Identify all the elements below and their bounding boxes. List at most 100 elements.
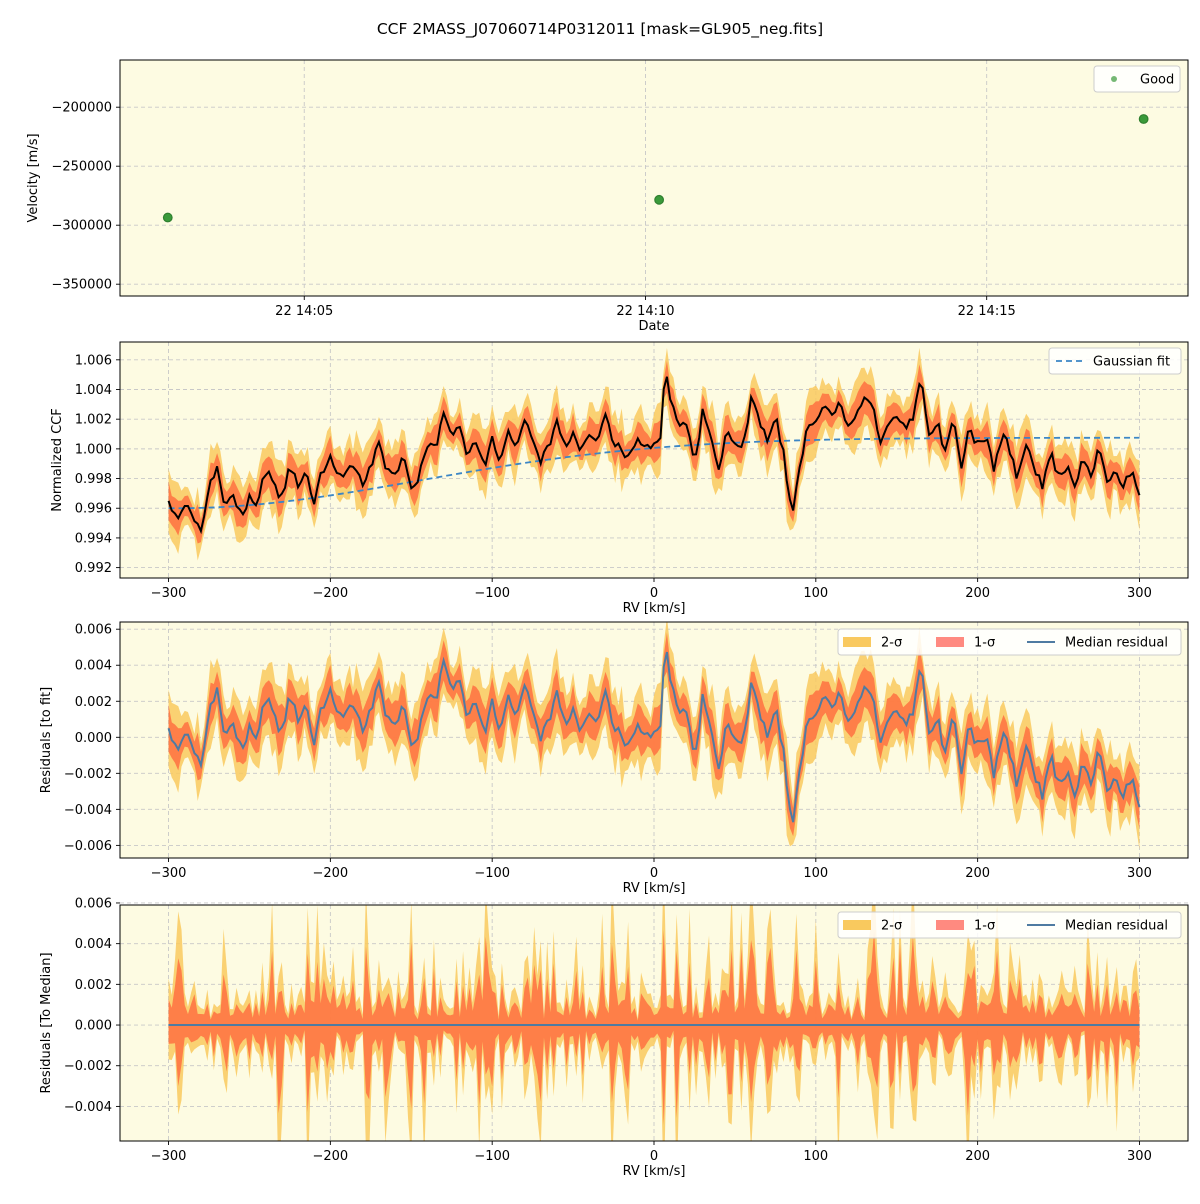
x-tick-label: −100 (474, 1149, 510, 1164)
y-tick-label: 1.000 (75, 442, 112, 457)
legend-marker-1sigma (936, 920, 964, 930)
y-tick-label: −0.004 (64, 803, 112, 818)
panel-1: 22 14:05 22 14:10 22 14:15 −350000 −300000 −2… (26, 59, 1189, 334)
x-tick-label: 300 (1127, 866, 1152, 881)
panel-background (120, 60, 1188, 296)
y-axis-label: Residuals [to fit] (39, 687, 54, 793)
good-point (654, 194, 665, 205)
legend-label-median: Median residual (1065, 636, 1168, 651)
legend-label-2sigma: 2-σ (881, 919, 902, 934)
x-tick-label: 200 (965, 586, 990, 601)
x-axis-label: RV [km/s] (623, 601, 686, 616)
y-tick-label: 1.004 (75, 383, 112, 398)
y-tick-label: 0.992 (75, 561, 112, 576)
panel-4: −300 −200 −100 0 100 200 300 −0.004 −0.002 0.000 0… (39, 896, 1189, 1179)
y-axis-label: Residuals [To Median] (39, 952, 54, 1093)
ccf-1sigma-band (168, 360, 1140, 544)
median-residual-line (167, 651, 1141, 823)
legend: 2-σ 1-σ Median residual (837, 911, 1182, 939)
panel-2: −300 −200 −100 0 100 200 300 0.992 0.994 0.996 0.9… (50, 341, 1189, 616)
legend-label-2sigma: 2-σ (881, 636, 902, 651)
residual-1sigma-band (168, 632, 1140, 837)
plot-area (167, 622, 1141, 850)
x-tick-label: 200 (965, 1149, 990, 1164)
legend: 2-σ 1-σ Median residual (837, 628, 1182, 656)
y-axis-label: Normalized CCF (50, 408, 65, 512)
legend-marker-2sigma (843, 637, 871, 647)
plot-area (167, 347, 1141, 561)
x-tick-label: −100 (474, 586, 510, 601)
legend-label-good: Good (1140, 73, 1174, 88)
legend-label-gaussian-fit: Gaussian fit (1093, 355, 1170, 370)
y-tick-label: 1.006 (75, 353, 112, 368)
legend-box (1048, 347, 1182, 375)
y-tick-label: 0.998 (75, 472, 112, 487)
x-tick-label: −300 (151, 1149, 187, 1164)
y-tick-label: 0.004 (75, 659, 112, 674)
x-axis-label: RV [km/s] (623, 1164, 686, 1179)
x-tick-label: 100 (803, 866, 828, 881)
y-tick-label: −350000 (51, 278, 112, 293)
x-tick-label: 300 (1127, 586, 1152, 601)
legend-marker-1sigma (936, 637, 964, 647)
y-tick-label: −0.002 (64, 767, 112, 782)
y-tick-label: 0.006 (75, 623, 112, 638)
y-tick-label: 0.000 (75, 731, 112, 746)
x-tick-label: −300 (151, 866, 187, 881)
x-axis-label: RV [km/s] (623, 881, 686, 896)
y-tick-label: 0.996 (75, 502, 112, 517)
legend-label-1sigma: 1-σ (974, 919, 995, 934)
x-axis-label: Date (638, 319, 669, 334)
good-point (1138, 114, 1149, 124)
y-axis-label: Velocity [m/s] (26, 133, 41, 222)
x-tick-label: 100 (803, 1149, 828, 1164)
y-tick-label: −300000 (51, 219, 112, 234)
x-tick-label: 0 (650, 1149, 658, 1164)
legend-marker-good (1111, 76, 1117, 82)
panel-border (119, 341, 1189, 579)
y-tick-label: 1.002 (75, 413, 112, 428)
x-tick-label: −200 (313, 1149, 349, 1164)
ccf-line (167, 376, 1141, 535)
legend-box (1093, 65, 1181, 93)
y-tick-label: 0.000 (75, 1019, 112, 1034)
x-tick-label: 22 14:15 (958, 304, 1016, 319)
y-tick-label: 0.002 (75, 695, 112, 710)
y-tick-label: −0.002 (64, 1059, 112, 1074)
x-tick-label: 300 (1127, 1149, 1152, 1164)
y-tick-label: 0.002 (75, 978, 112, 993)
panel-3: −300 −200 −100 0 100 200 300 −0.006 −0.004 −0.002… (39, 621, 1189, 896)
legend-label-1sigma: 1-σ (974, 636, 995, 651)
x-tick-label: −100 (474, 866, 510, 881)
panel-border (119, 59, 1189, 297)
panel-border (119, 904, 1189, 1142)
x-tick-label: 200 (965, 866, 990, 881)
x-tick-label: −300 (151, 586, 187, 601)
y-tick-label: 0.004 (75, 937, 112, 952)
x-tick-label: 22 14:10 (616, 304, 674, 319)
x-tick-label: 100 (803, 586, 828, 601)
good-point (162, 212, 173, 223)
x-tick-label: 0 (650, 586, 658, 601)
gaussian-fit-line (168, 436, 1140, 510)
x-tick-label: −200 (313, 586, 349, 601)
y-tick-label: −200000 (51, 101, 112, 116)
legend: Good (1093, 65, 1181, 93)
plot-area (168, 905, 1140, 1141)
legend-marker-2sigma (843, 920, 871, 930)
panel-border (119, 621, 1189, 859)
x-tick-label: −200 (313, 866, 349, 881)
x-tick-label: 0 (650, 866, 658, 881)
y-tick-label: 0.006 (75, 896, 112, 911)
y-tick-label: −0.004 (64, 1100, 112, 1115)
y-tick-label: −250000 (51, 160, 112, 175)
median-1sigma-band (168, 929, 1140, 1126)
legend-box (837, 628, 1182, 656)
legend-label-median: Median residual (1065, 919, 1168, 934)
legend-box (837, 911, 1182, 939)
y-tick-label: 0.994 (75, 531, 112, 546)
x-tick-label: 22 14:05 (275, 304, 333, 319)
y-tick-label: −0.006 (64, 839, 112, 854)
